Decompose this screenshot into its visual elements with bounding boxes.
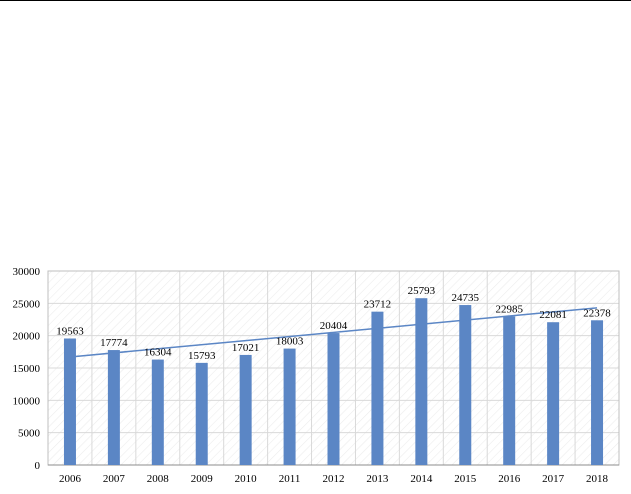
x-tick-label: 2008	[147, 473, 170, 485]
bar	[503, 316, 516, 465]
data-label: 17774	[100, 337, 128, 349]
data-label: 22081	[539, 309, 567, 321]
bar	[415, 298, 428, 465]
x-axis-tick-labels: 2006 2007 2008 2009 2010 2011 2012 2013 2014 2015…	[59, 473, 609, 485]
y-tick-label: 25000	[13, 298, 41, 310]
data-label: 18003	[276, 336, 304, 348]
x-tick-label: 2007	[103, 473, 126, 485]
bar	[371, 311, 384, 465]
bar	[63, 338, 76, 465]
data-label: 24735	[452, 292, 480, 304]
x-tick-label: 2009	[191, 473, 214, 485]
x-tick-label: 2017	[542, 473, 565, 485]
top-divider-line	[0, 0, 631, 1]
trendline	[69, 307, 598, 358]
data-label: 16304	[144, 347, 172, 359]
x-tick-label: 2011	[279, 473, 301, 485]
data-label: 20404	[320, 320, 348, 332]
linear-trendline	[69, 307, 598, 358]
y-tick-label: 5000	[18, 428, 41, 440]
bar	[283, 348, 296, 465]
x-tick-label: 2015	[454, 473, 477, 485]
x-tick-label: 2016	[498, 473, 521, 485]
bar	[239, 354, 252, 465]
x-tick-label: 2010	[235, 473, 258, 485]
data-label: 25793	[408, 285, 436, 297]
bar	[195, 362, 208, 465]
x-tick-label: 2012	[323, 473, 345, 485]
y-axis-tick-labels: 0 5000 10000 15000 20000 25000 30000	[13, 266, 41, 472]
y-tick-label: 10000	[13, 395, 41, 407]
data-label: 23712	[364, 299, 392, 311]
data-label: 17021	[232, 342, 260, 354]
data-label: 22378	[583, 307, 611, 319]
x-tick-label: 2013	[366, 473, 389, 485]
x-tick-label: 2006	[59, 473, 82, 485]
bar	[151, 359, 164, 465]
y-tick-label: 0	[35, 460, 41, 472]
data-labels: 19563 17774 16304 15793 17021 18003 20404 23712…	[56, 285, 611, 362]
data-label: 19563	[56, 325, 84, 337]
bar	[547, 322, 560, 465]
bar-series	[63, 298, 604, 465]
x-tick-label: 2014	[410, 473, 433, 485]
x-tick-label: 2018	[586, 473, 609, 485]
bar	[107, 350, 120, 465]
y-tick-label: 15000	[13, 363, 41, 375]
data-label: 15793	[188, 350, 216, 362]
data-label: 22985	[495, 303, 523, 315]
y-tick-label: 20000	[13, 331, 41, 343]
y-tick-label: 30000	[13, 266, 41, 278]
bar	[327, 333, 340, 465]
bar	[459, 305, 472, 465]
bar	[591, 320, 604, 465]
